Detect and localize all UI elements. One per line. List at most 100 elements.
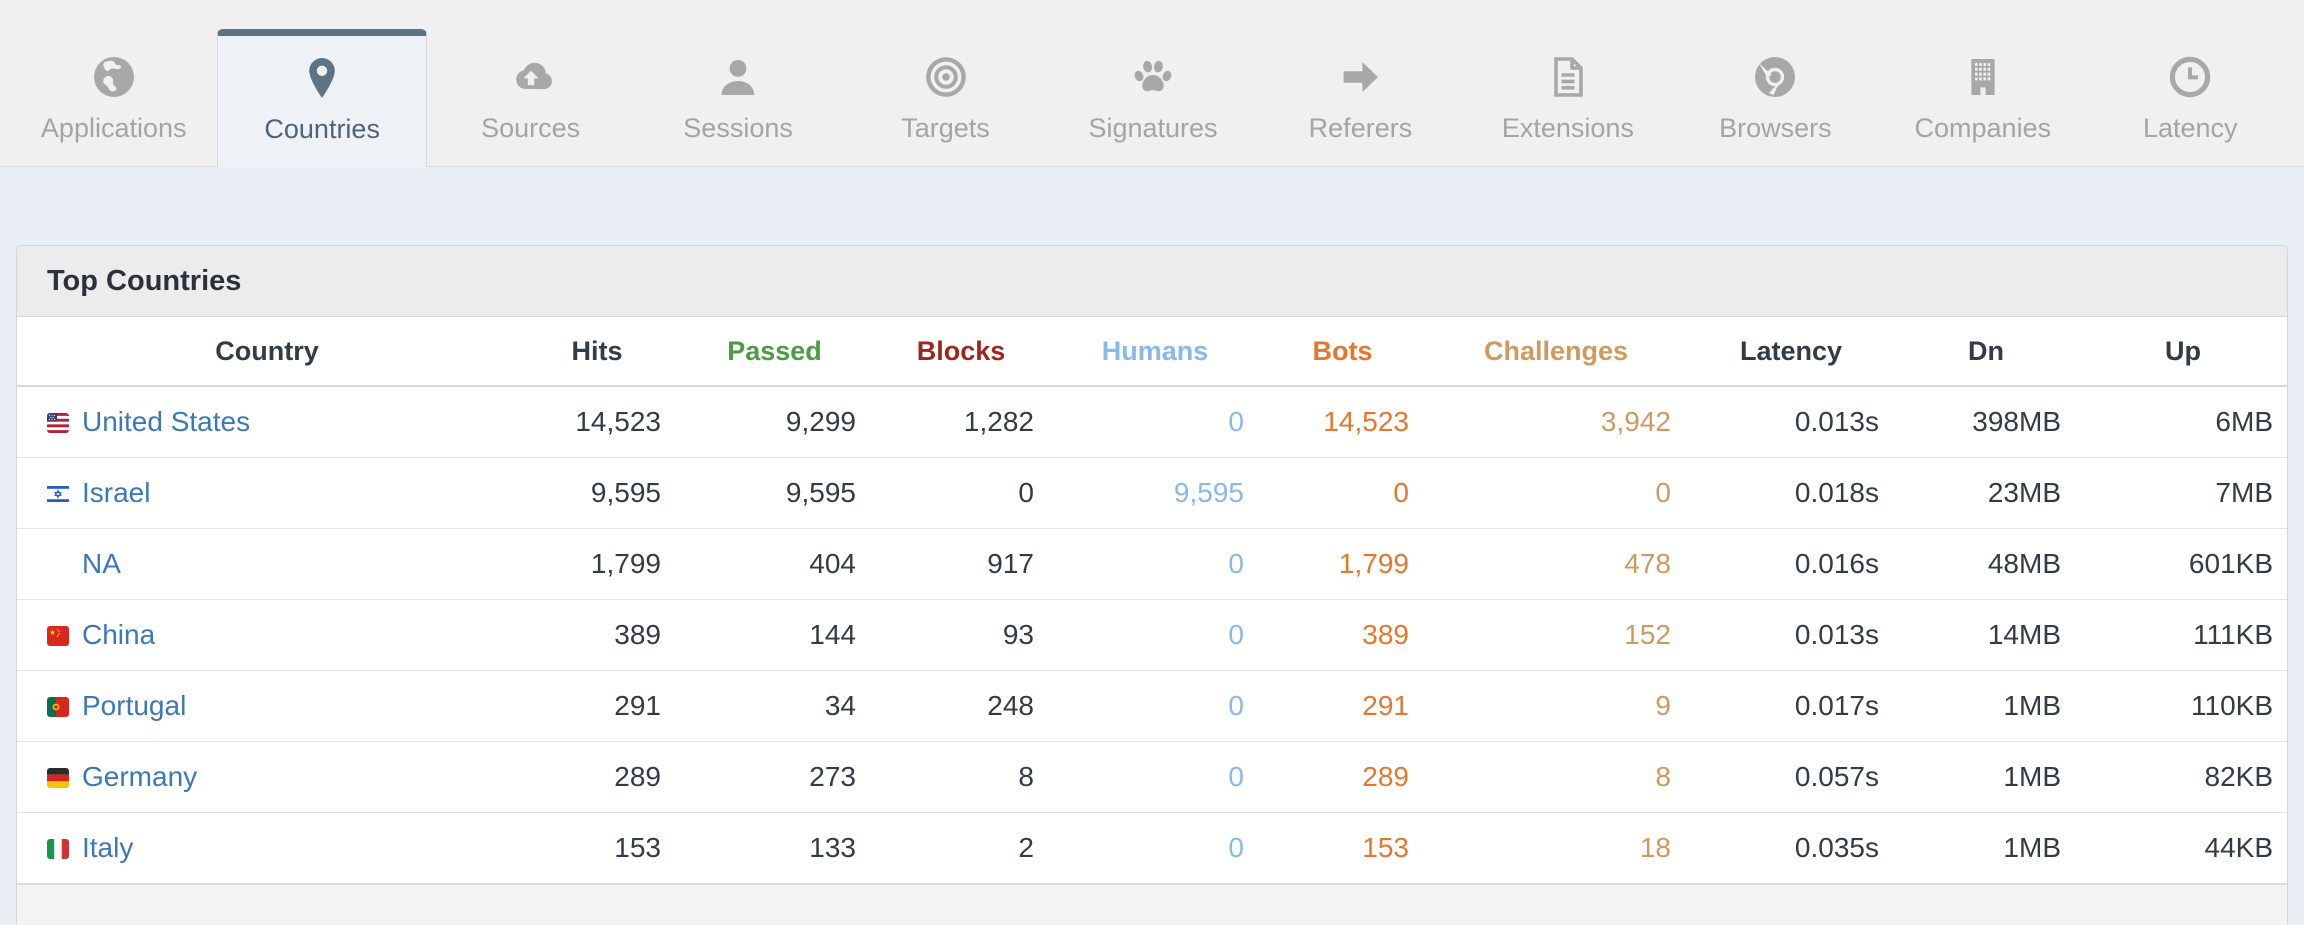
column-header-blocks: Blocks [872,317,1050,387]
country-link[interactable]: Italy [82,832,134,863]
tab-label: Referers [1308,113,1413,143]
cell-up: 111KB [2077,599,2287,671]
cell-passed: 9,299 [677,386,872,458]
tab-label: Sessions [683,113,793,143]
tab-label: Extensions [1501,113,1634,143]
building-icon [1959,51,2007,101]
chrome-icon [1751,51,1799,101]
cell-passed: 273 [677,741,872,813]
user-icon [714,51,762,101]
table-bottom-cut [17,883,2287,925]
tab-label: Targets [901,113,990,143]
tab-label: Countries [264,114,380,144]
de-flag-icon [47,768,69,788]
cell-up: 82KB [2077,741,2287,813]
country-link[interactable]: NA [82,548,121,579]
cell-dn: 48MB [1895,528,2077,600]
cell-country: Portugal [17,670,517,742]
cell-latency: 0.013s [1687,599,1895,671]
top-countries-panel: Top Countries Country Hits Passed Blocks Hum… [16,245,2288,925]
cell-passed: 144 [677,599,872,671]
country-link[interactable]: Portugal [82,690,187,721]
country-link[interactable]: Germany [82,761,198,792]
country-link[interactable]: United States [82,406,251,437]
cell-dn: 1MB [1895,741,2077,813]
cell-latency: 0.013s [1687,386,1895,458]
tab-sessions[interactable]: Sessions [634,28,841,166]
cell-hits: 14,523 [517,386,677,458]
globe-icon [90,51,138,101]
column-header-humans: Humans [1050,317,1260,387]
cell-country: United States [17,386,517,458]
table-row: Germany 289 273 8 0 289 8 0.057s 1MB 82KB [17,741,2287,813]
cell-challenges: 8 [1425,741,1687,813]
countries-table: Country Hits Passed Blocks Humans Bots Challen… [17,317,2287,883]
cell-up: 7MB [2077,457,2287,529]
table-header-row: Country Hits Passed Blocks Humans Bots Challen… [17,317,2287,387]
panel-title: Top Countries [47,264,242,297]
cell-latency: 0.035s [1687,812,1895,883]
cell-bots: 291 [1260,670,1425,742]
tab-referers[interactable]: Referers [1257,28,1464,166]
column-header-challenges: Challenges [1425,317,1687,387]
cell-latency: 0.017s [1687,670,1895,742]
tab-label: Browsers [1719,113,1832,143]
tab-signatures[interactable]: Signatures [1049,28,1256,166]
tab-companies[interactable]: Companies [1879,28,2086,166]
cell-dn: 14MB [1895,599,2077,671]
pt-flag-icon [47,697,69,717]
paw-icon [1129,51,1177,101]
cell-humans: 0 [1050,741,1260,813]
cell-country: NA [17,528,517,600]
arrow-right-icon [1336,51,1384,101]
cell-passed: 9,595 [677,457,872,529]
panel-header: Top Countries [17,246,2287,317]
column-header-latency: Latency [1687,317,1895,387]
tab-label: Latency [2142,113,2238,143]
us-flag-icon [47,413,69,433]
tab-label: Sources [481,113,581,143]
cell-blocks: 248 [872,670,1050,742]
tab-browsers[interactable]: Browsers [1672,28,1879,166]
il-flag-icon [47,484,69,504]
cell-blocks: 917 [872,528,1050,600]
map-pin-icon [298,52,346,102]
cell-country: China [17,599,517,671]
tab-latency[interactable]: Latency [2087,28,2294,166]
cell-latency: 0.016s [1687,528,1895,600]
cell-bots: 0 [1260,457,1425,529]
cell-bots: 389 [1260,599,1425,671]
column-header-hits: Hits [517,317,677,387]
cell-passed: 133 [677,812,872,883]
tab-targets[interactable]: Targets [842,28,1049,166]
cell-dn: 1MB [1895,812,2077,883]
cell-hits: 389 [517,599,677,671]
tab-label: Signatures [1088,113,1218,143]
cell-bots: 153 [1260,812,1425,883]
table-row: Italy 153 133 2 0 153 18 0.035s 1MB 44KB [17,812,2287,883]
column-header-up: Up [2077,317,2287,387]
cell-challenges: 9 [1425,670,1687,742]
country-link[interactable]: Israel [82,477,151,508]
cell-up: 110KB [2077,670,2287,742]
cell-hits: 153 [517,812,677,883]
cell-challenges: 18 [1425,812,1687,883]
cell-hits: 9,595 [517,457,677,529]
table-row: Portugal 291 34 248 0 291 9 0.017s 1MB 110KB [17,670,2287,742]
cell-latency: 0.018s [1687,457,1895,529]
country-link[interactable]: China [82,619,156,650]
cell-blocks: 0 [872,457,1050,529]
cell-challenges: 0 [1425,457,1687,529]
cell-up: 44KB [2077,812,2287,883]
cell-blocks: 93 [872,599,1050,671]
table-row: NA 1,799 404 917 0 1,799 478 0.016s 48MB 601KB [17,528,2287,600]
tab-label: Applications [40,113,187,143]
tab-applications[interactable]: Applications [10,28,217,166]
tab-countries[interactable]: Countries [217,29,427,167]
cell-humans: 0 [1050,670,1260,742]
column-header-bots: Bots [1260,317,1425,387]
tab-sources[interactable]: Sources [427,28,634,166]
column-header-dn: Dn [1895,317,2077,387]
tab-extensions[interactable]: Extensions [1464,28,1671,166]
cell-challenges: 478 [1425,528,1687,600]
